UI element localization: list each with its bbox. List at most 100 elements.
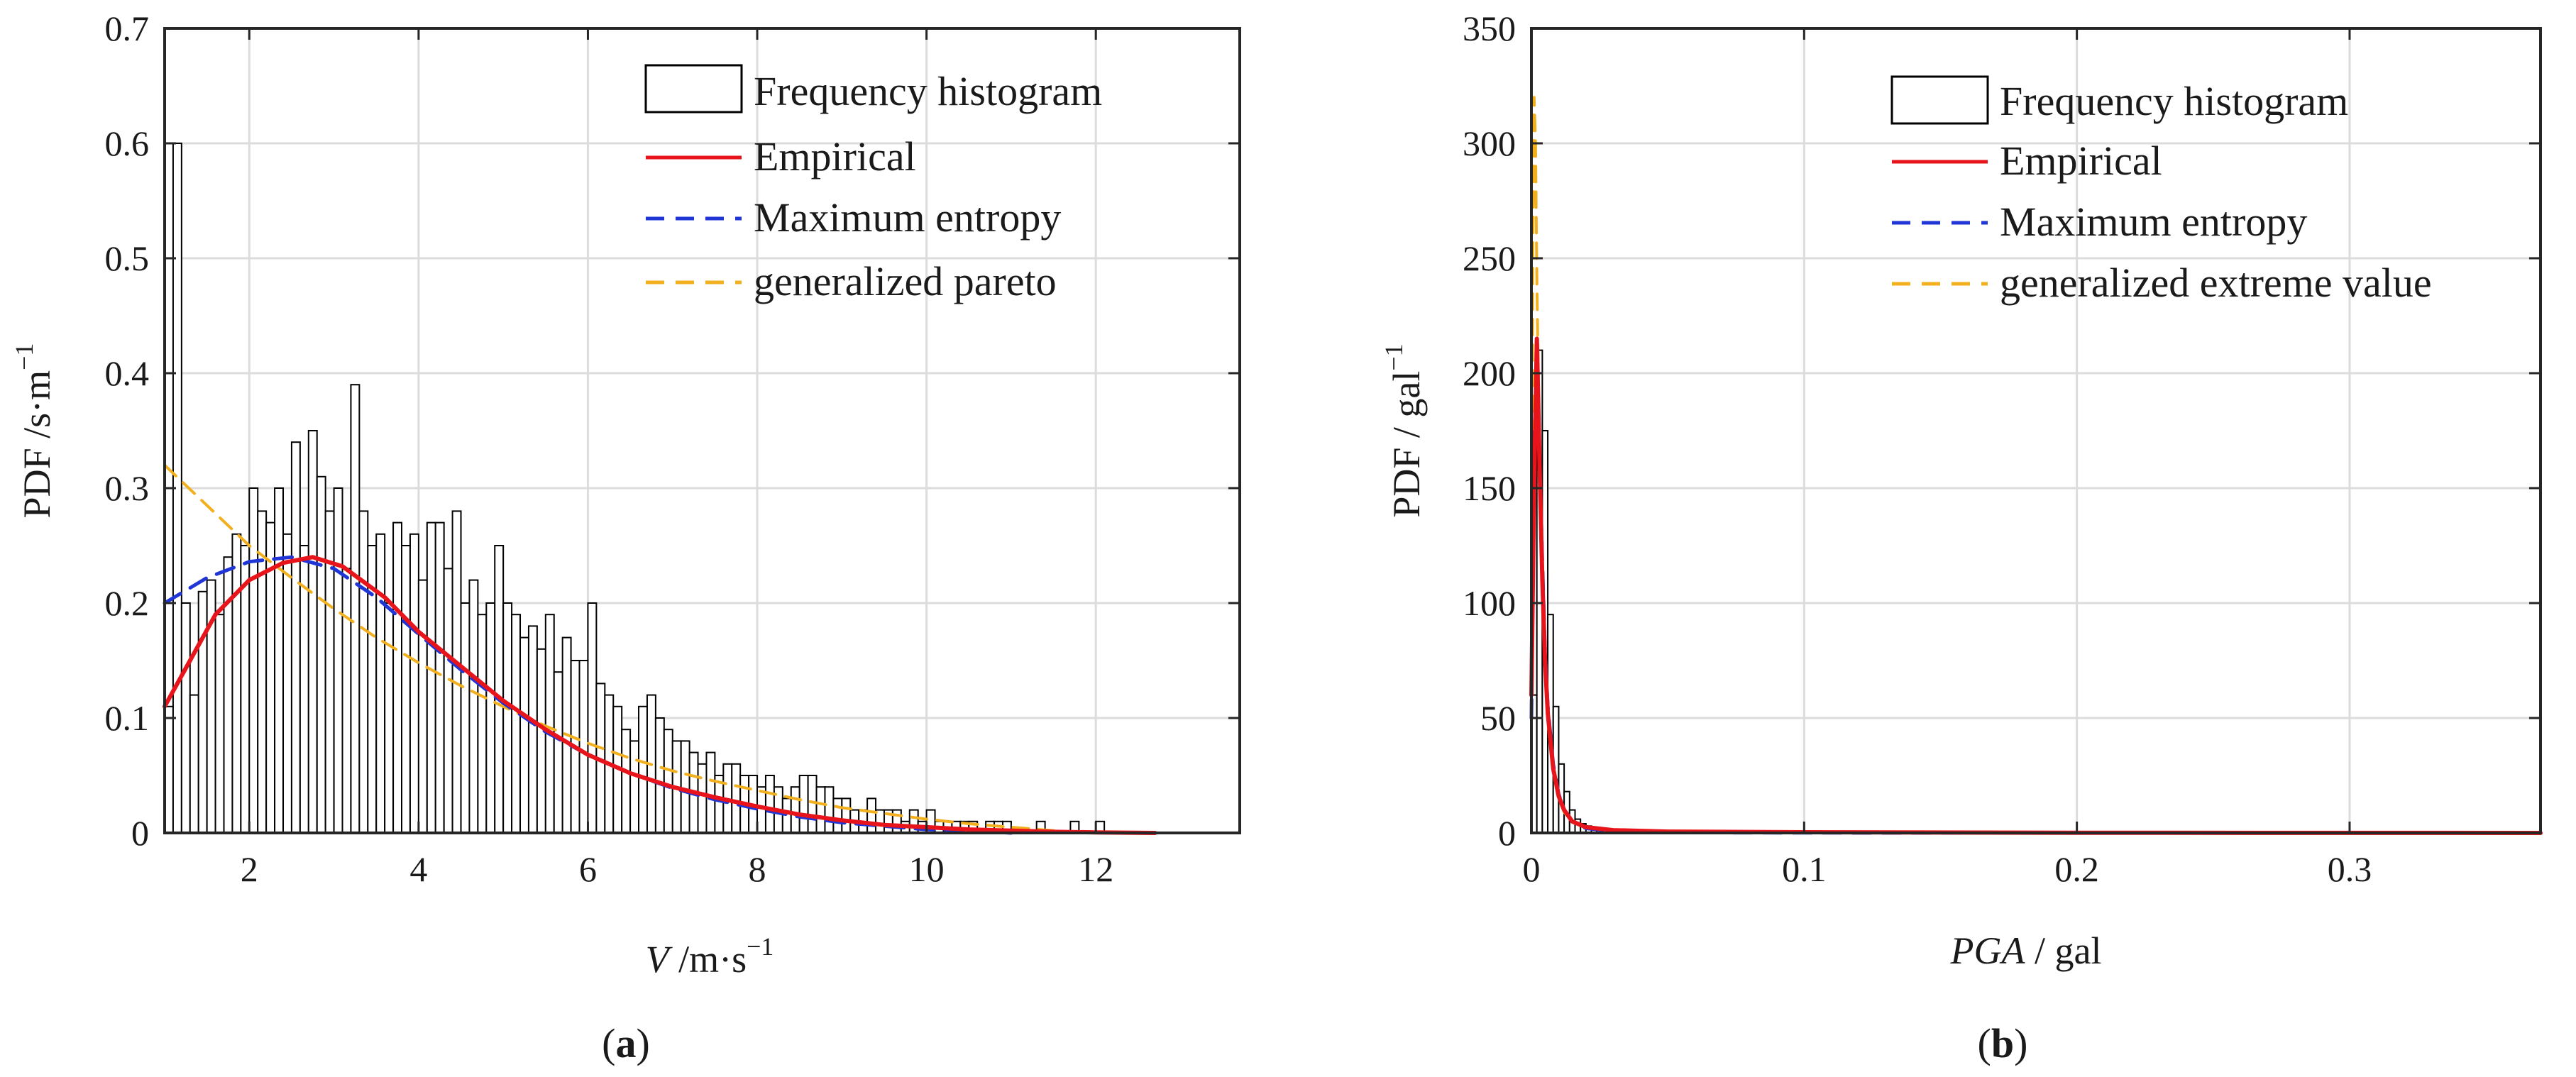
histogram-bar (180, 602, 191, 834)
x-tick-label: 0.2 (2054, 849, 2099, 889)
histogram-bar (290, 441, 301, 834)
panel-a-ticks (165, 27, 1240, 834)
histogram-bar (553, 671, 563, 834)
panel-a-legend: Frequency histogram Empirical Maximum en… (644, 64, 1102, 304)
histogram-bar (824, 786, 835, 834)
histogram-bar (451, 510, 462, 834)
y-tick-label: 0.3 (105, 468, 150, 508)
histogram-bar (790, 786, 800, 834)
histogram-bar (189, 694, 199, 834)
histogram-bar (638, 705, 648, 834)
x-tick-label: 6 (579, 849, 597, 889)
histogram-bar (333, 487, 343, 834)
histogram-bar (316, 475, 326, 834)
histogram-bar (350, 384, 360, 834)
legend-label-empirical: Empirical (754, 133, 916, 180)
histogram-bar (417, 579, 428, 834)
panel-a-tick-labels: 2 4 6 8 10 12 0 0.1 0.2 0.3 0.4 0.5 0.6 0.7 (105, 9, 1114, 889)
series-line-empirical (163, 555, 1157, 835)
histogram-bar (197, 590, 208, 834)
panel-a-curves (163, 463, 1157, 835)
panel-a-axes-box (163, 27, 1241, 834)
histogram-bar (341, 568, 352, 834)
panel-a-xlabel-unit: /m·s (669, 938, 747, 981)
panel-b-ylabel: PDF / gal−1 (1380, 343, 1428, 517)
x-tick-label: 10 (909, 849, 945, 889)
y-tick-label: 0.5 (105, 238, 150, 278)
y-tick-label: 0.1 (105, 698, 150, 738)
histogram-bar (248, 487, 259, 834)
histogram-bar (731, 763, 742, 834)
y-tick-label: 0.2 (105, 583, 150, 623)
panel-a-xlabel-var: V (646, 938, 673, 981)
panel-a-ylabel-exp: −1 (10, 343, 38, 370)
histogram-bar (358, 510, 369, 834)
histogram-bar (621, 729, 632, 834)
histogram-bar (477, 614, 488, 834)
panel-b-ticks (1530, 27, 2541, 834)
legend-label-histogram: Frequency histogram (2000, 78, 2348, 124)
histogram-bar (781, 797, 792, 834)
panel-b-tick-labels: 0 0.1 0.2 0.3 0 50 100 150 200 250 300 350 (1463, 9, 2372, 889)
y-tick-label: 0.7 (105, 9, 150, 48)
panel-b-xlabel-unit: / gal (2025, 929, 2101, 972)
panel-b-plot-area (1531, 28, 2541, 833)
y-tick-label: 0 (131, 813, 149, 853)
histogram-bar (536, 648, 546, 834)
panel-a-chart: 2 4 6 8 10 12 0 0.1 0.2 0.3 0.4 0.5 0.6 0.7 Frequency… (10, 9, 1241, 1066)
panel-b-ylabel-exp: −1 (1380, 343, 1408, 370)
y-tick-label: 100 (1463, 583, 1516, 623)
histogram-bar (807, 775, 818, 834)
histogram-bar (409, 533, 419, 834)
histogram-bar (815, 786, 826, 834)
histogram-bar (519, 636, 529, 834)
x-tick-label: 4 (409, 849, 427, 889)
caption-a-close: ) (637, 1020, 650, 1066)
histogram-bar (798, 775, 809, 834)
panel-b-xlabel-var: PGA (1950, 929, 2026, 972)
histogram-bar (527, 625, 538, 834)
legend-label-histogram: Frequency histogram (754, 68, 1102, 114)
caption-b-open: ( (1978, 1020, 1991, 1066)
legend-label-fit: generalized pareto (754, 258, 1057, 304)
histogram-bar (663, 729, 673, 834)
histogram-bar (866, 797, 877, 834)
histogram-bar (401, 545, 411, 834)
x-tick-label: 0 (1523, 849, 1541, 889)
histogram-bar (231, 533, 242, 834)
caption-b-close: ) (2014, 1020, 2027, 1066)
legend-histogram-swatch (644, 64, 743, 114)
histogram-bar (282, 533, 292, 834)
x-tick-label: 12 (1078, 849, 1113, 889)
y-tick-label: 150 (1463, 468, 1516, 508)
histogram-bar (697, 763, 708, 834)
histogram-bar (841, 797, 852, 834)
histogram-bar (384, 602, 395, 834)
legend-label-max-entropy: Maximum entropy (754, 194, 1061, 241)
histogram-bar (764, 775, 775, 834)
y-tick-label: 0.4 (105, 353, 150, 393)
x-tick-label: 8 (749, 849, 766, 889)
histogram-bar (307, 430, 318, 834)
y-tick-label: 0 (1498, 813, 1516, 853)
histogram-bar (392, 521, 403, 834)
histogram-bar (587, 602, 598, 834)
caption-a-open: ( (602, 1020, 615, 1066)
histogram-bar (705, 751, 716, 834)
histogram-bar (443, 568, 453, 834)
x-tick-label: 2 (241, 849, 258, 889)
histogram-bar (214, 614, 225, 834)
histogram-bar (434, 521, 445, 834)
y-tick-label: 250 (1463, 238, 1516, 278)
x-tick-label: 0.3 (2328, 849, 2372, 889)
y-tick-label: 200 (1463, 353, 1516, 393)
legend-label-empirical: Empirical (2000, 138, 2162, 184)
panel-a-caption: (a) (602, 1020, 650, 1066)
histogram-bar (426, 521, 436, 834)
panel-a-ylabel-main: PDF /s·m (16, 370, 58, 519)
panel-a-xlabel: V /m·s−1 (646, 932, 774, 981)
histogram-bar (629, 740, 640, 834)
histogram-bar (485, 602, 496, 834)
legend-label-max-entropy: Maximum entropy (2000, 199, 2307, 245)
